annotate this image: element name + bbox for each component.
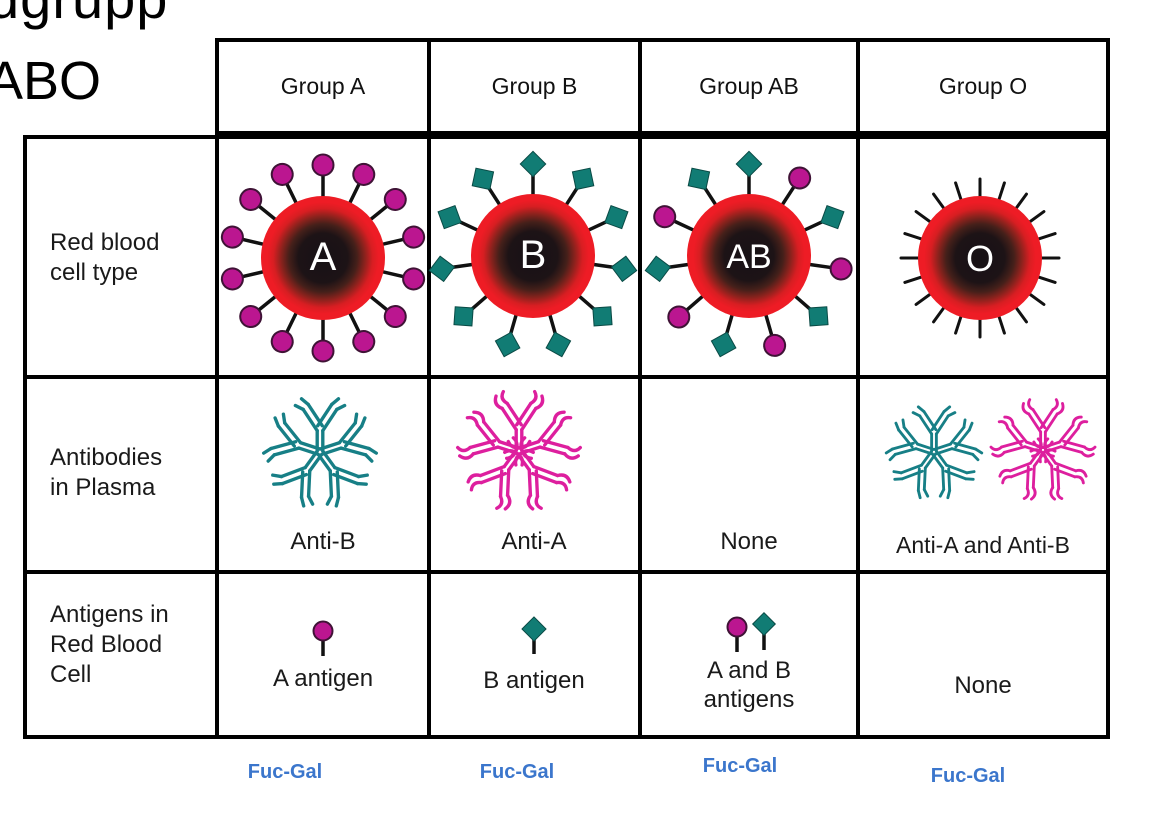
header-group-b: Group B [427, 38, 642, 135]
a-antigen-icon-group-ab [726, 616, 748, 652]
rbc-letter-b: B [519, 233, 547, 277]
rbc-group-o-illustration [899, 177, 1061, 339]
rbc-group-ab-illustration [641, 149, 855, 362]
rbc-letter-o: O [965, 238, 994, 279]
fucgal-label-group-ab: Fuc-Gal [702, 755, 778, 777]
antigen-value-group-o: None [954, 672, 1012, 699]
header-group-b-label: Group B [491, 73, 578, 99]
row-label-red-blood-cell-type: Red blood cell type [50, 229, 160, 286]
table-hline-2 [27, 570, 1106, 574]
table-vline-4 [856, 139, 860, 735]
row-label-antibodies-in-plasma: Antibodies in Plasma [50, 444, 163, 501]
anti-b-antibodies-magenta-icon-group-o [978, 385, 1108, 515]
header-group-o: Group O [856, 38, 1110, 135]
rbc-group-a-illustration [218, 152, 428, 364]
b-antigen-icon-group-ab [751, 611, 777, 650]
rbc-letter-ab: AB [726, 238, 772, 276]
header-group-ab: Group AB [638, 38, 860, 135]
header-group-a-label: Group A [280, 73, 366, 99]
header-group-ab-label: Group AB [699, 73, 799, 99]
antibody-value-group-o: Anti-A and Anti-B [896, 532, 1070, 558]
antibody-value-group-b: Anti-A [501, 528, 567, 555]
anti-b-antibodies-teal-icon [255, 387, 385, 517]
b-antigen-icon [521, 616, 547, 654]
antibody-value-group-a: Anti-B [290, 528, 356, 555]
row-label-antigens-in-rbc: Antigens in Red Blood Cell [50, 601, 169, 688]
rbc-letter-a: A [309, 235, 337, 279]
header-group-a: Group A [215, 38, 431, 135]
rbc-group-b-illustration [425, 149, 641, 362]
page-title-abo: ABO [0, 51, 102, 111]
a-antigen-icon [312, 620, 334, 656]
antigen-value-group-ab: A and B antigens [703, 657, 795, 713]
antigen-value-group-b: B antigen [483, 667, 585, 694]
anti-a-antibodies-magenta-icon [454, 386, 584, 516]
table-vline-2 [427, 139, 431, 735]
table-vline-3 [638, 139, 642, 735]
cropped-top-word: dgrupp [0, 0, 168, 31]
header-group-o-label: Group O [938, 73, 1028, 99]
fucgal-label-group-a: Fuc-Gal [247, 761, 323, 783]
table-vline-1 [215, 139, 219, 735]
antibody-value-group-ab: None [720, 528, 778, 555]
fucgal-label-group-b: Fuc-Gal [479, 761, 555, 783]
table-hline-1 [27, 375, 1106, 379]
fucgal-label-group-o: Fuc-Gal [930, 765, 1006, 787]
antigen-value-group-a: A antigen [272, 665, 374, 692]
